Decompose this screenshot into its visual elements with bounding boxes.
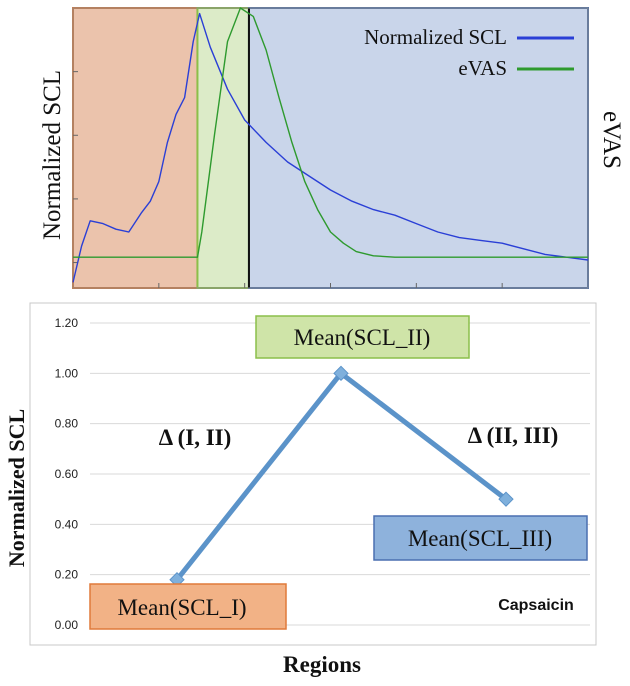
delta-label-i-ii: Δ (I, II)	[159, 425, 232, 450]
y-axis-label: Normalized SCL	[39, 70, 66, 240]
mean-box-ii: Mean(SCL_II)	[255, 315, 470, 359]
mean-box-i: Mean(SCL_I)	[89, 583, 287, 630]
y-axis-label: Normalized SCL	[4, 409, 29, 567]
mean-box-iii-label: Mean(SCL_III)	[408, 526, 552, 551]
y-tick-label: 0.00	[55, 618, 79, 632]
y-tick-labels: 0.00 0.20 0.40 0.60 0.80 1.00 1.20	[55, 316, 79, 632]
x-axis-label: Regions	[283, 652, 361, 677]
data-point-ii	[333, 365, 349, 382]
legend: Normalized SCL eVAS	[364, 25, 574, 80]
normalized-scl-line	[72, 12, 589, 283]
delta-label-ii-iii: Δ (II, III)	[468, 423, 558, 448]
y-tick-label: 1.00	[55, 366, 79, 380]
mean-scl-series	[169, 365, 514, 588]
y-tick-label: 0.20	[55, 568, 79, 582]
mean-box-ii-label: Mean(SCL_II)	[294, 325, 431, 350]
y-tick-label: 1.20	[55, 316, 79, 330]
y-tick-label: 0.40	[55, 517, 79, 531]
mean-scl-regions-chart: 0.00 0.20 0.40 0.60 0.80 1.00 1.20 Normalized …	[4, 302, 597, 677]
mean-box-iii: Mean(SCL_III)	[373, 515, 588, 561]
mean-box-i-label: Mean(SCL_I)	[117, 595, 246, 620]
y-tick-label: 0.60	[55, 467, 79, 481]
scl-evas-chart: Normalized SCL eVAS Normalized SCL eVAS	[39, 7, 625, 289]
right-axis-label: eVAS	[598, 111, 625, 169]
region-iii-shade	[247, 7, 589, 289]
legend-label-evas: eVAS	[458, 56, 507, 80]
series-lines	[72, 7, 589, 283]
x-ticks	[158, 283, 503, 288]
region-ii-shade	[196, 7, 250, 289]
legend-label-scl: Normalized SCL	[364, 25, 507, 49]
y-tick-label: 0.80	[55, 417, 79, 431]
region-i-shade	[72, 7, 199, 289]
capsaicin-annotation: Capsaicin	[498, 597, 574, 614]
evas-line	[73, 7, 588, 258]
data-point-iii	[498, 491, 514, 507]
